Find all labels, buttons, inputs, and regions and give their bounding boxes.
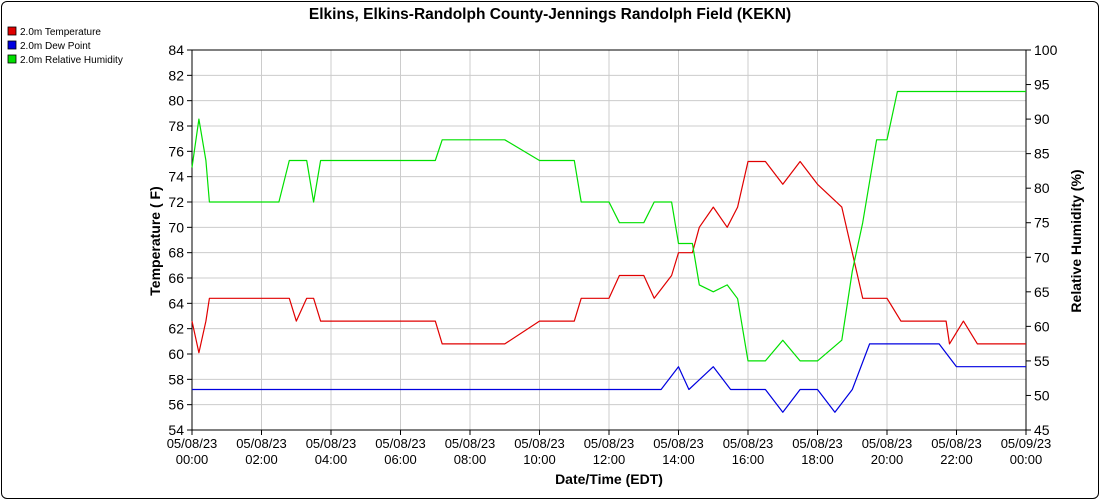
y-tick-label-right: 100 (1034, 42, 1058, 58)
series-line-2-0m-relative-humidity (191, 90, 1026, 362)
y-axis-label-left: Temperature ( F) (147, 186, 163, 295)
y-axis-label-right: Relative Humidity (%) (1068, 169, 1084, 312)
legend-label-2-0m-dew-point: 2.0m Dew Point (20, 41, 91, 52)
y-tick-label-left: 78 (168, 118, 184, 134)
y-tick-label-right: 85 (1034, 146, 1050, 162)
x-tick-label-time: 08:00 (454, 452, 487, 467)
x-tick-label-date: 05/08/23 (514, 436, 565, 451)
y-tick-label-right: 70 (1034, 249, 1050, 265)
x-tick-label-time: 18:00 (801, 452, 834, 467)
x-tick-label-date: 05/08/23 (723, 436, 774, 451)
y-tick-label-right: 45 (1034, 422, 1050, 438)
x-tick-label-date: 05/08/23 (236, 436, 287, 451)
legend-swatch-2-0m-temperature (7, 26, 17, 36)
y-tick-label-right: 60 (1034, 318, 1050, 334)
x-tick-label-time: 14:00 (662, 452, 695, 467)
legend-label-2-0m-relative-humidity: 2.0m Relative Humidity (20, 55, 123, 66)
x-tick-label-time: 12:00 (593, 452, 626, 467)
y-tick-label-right: 65 (1034, 284, 1050, 300)
y-tick-label-left: 76 (168, 143, 184, 159)
x-tick-label-date: 05/08/23 (445, 436, 496, 451)
series-line-2-0m-temperature (191, 160, 1026, 354)
legend-swatch-2-0m-relative-humidity (7, 54, 17, 64)
x-tick-label-date: 05/08/23 (862, 436, 913, 451)
x-tick-label-time: 04:00 (315, 452, 348, 467)
y-tick-label-left: 80 (168, 93, 184, 109)
legend-swatch-2-0m-dew-point (7, 40, 17, 50)
x-tick-label-time: 22:00 (940, 452, 973, 467)
x-tick-label-date: 05/08/23 (306, 436, 357, 451)
x-tick-label-time: 00:00 (176, 452, 209, 467)
x-tick-label-time: 02:00 (245, 452, 278, 467)
y-tick-label-left: 60 (168, 346, 184, 362)
x-tick-label-date: 05/08/23 (931, 436, 982, 451)
axes: 54 56 58 60 62 64 66 68 70 72 74 76 78 80 82 84 45 50 55 60… (167, 42, 1058, 467)
x-tick-label-date: 05/08/23 (792, 436, 843, 451)
x-tick-label-time: 10:00 (523, 452, 556, 467)
y-tick-label-left: 70 (168, 219, 184, 235)
y-tick-label-left: 66 (168, 270, 184, 286)
y-tick-label-left: 72 (168, 194, 184, 210)
x-tick-label-date: 05/08/23 (167, 436, 218, 451)
y-tick-label-left: 62 (168, 321, 184, 337)
y-tick-label-left: 84 (168, 42, 184, 58)
y-tick-label-right: 50 (1034, 387, 1050, 403)
legend: 2.0m Temperature 2.0m Dew Point 2.0m Relat… (7, 26, 123, 66)
y-tick-label-left: 68 (168, 245, 184, 261)
y-tick-label-right: 80 (1034, 180, 1050, 196)
chart-title: Elkins, Elkins-Randolph County-Jennings … (309, 6, 791, 23)
y-tick-label-left: 82 (168, 67, 184, 83)
x-tick-label-date: 05/08/23 (653, 436, 704, 451)
y-tick-label-right: 95 (1034, 77, 1050, 93)
y-tick-label-right: 75 (1034, 215, 1050, 231)
x-tick-label-time: 20:00 (871, 452, 904, 467)
legend-label-2-0m-temperature: 2.0m Temperature (20, 27, 101, 38)
y-tick-label-left: 64 (168, 295, 184, 311)
y-tick-label-left: 74 (168, 169, 184, 185)
y-tick-label-left: 56 (168, 397, 184, 413)
x-tick-label-time: 06:00 (384, 452, 417, 467)
series-layer (191, 90, 1026, 413)
y-tick-label-left: 58 (168, 371, 184, 387)
x-tick-label-date: 05/09/23 (1001, 436, 1052, 451)
y-tick-label-left: 54 (168, 422, 184, 438)
y-tick-label-right: 55 (1034, 353, 1050, 369)
grid-lines (191, 49, 1027, 431)
x-tick-label-time: 00:00 (1010, 452, 1043, 467)
y-tick-label-right: 90 (1034, 111, 1050, 127)
x-tick-label-date: 05/08/23 (584, 436, 635, 451)
x-tick-label-time: 16:00 (732, 452, 765, 467)
x-axis-label: Date/Time (EDT) (555, 471, 663, 487)
x-tick-label-date: 05/08/23 (375, 436, 426, 451)
series-line-2-0m-dew-point (192, 343, 1026, 413)
